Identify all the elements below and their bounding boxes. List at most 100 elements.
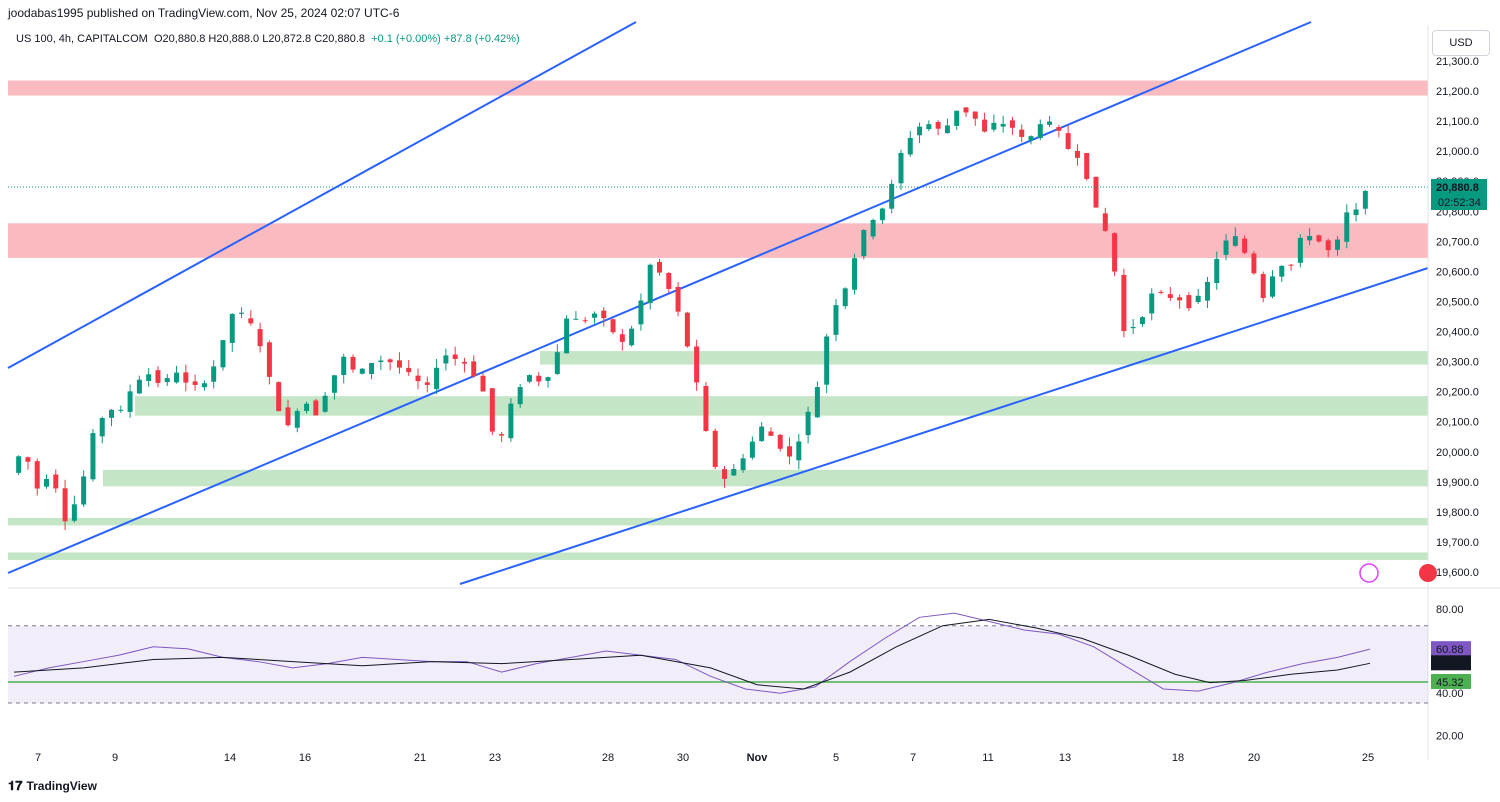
candle-body [982,119,988,132]
candle-body [1334,239,1340,250]
candle-body [610,319,616,333]
symbol-info: US 100, 4h, CAPITALCOM O20,880.8 H20,888… [16,33,520,45]
candle-body [907,138,913,155]
time-tick-label: 9 [112,752,118,764]
candle-body [452,354,458,360]
candle-body [1186,295,1192,309]
markers [1359,563,1437,583]
candle-body [814,387,820,418]
candle-body [443,355,449,364]
candle-body [954,110,960,126]
candle-body [861,230,867,257]
trendline [459,267,1429,585]
candle-body [387,359,393,363]
candle-body [731,468,737,476]
candle-body [1344,212,1350,242]
candle-body [1121,274,1127,332]
price-tick-label: 20,500.0 [1436,296,1479,308]
time-tick-label: 20 [1248,752,1260,764]
rsi-tick-label: 80.00 [1436,604,1464,616]
candle-body [591,313,597,318]
candle-body [53,474,59,489]
candle-body [62,488,68,522]
countdown-label: 02:52:34 [1438,197,1481,209]
candle-body [266,342,272,377]
price-tick-label: 19,800.0 [1436,507,1479,519]
candle-body [517,387,523,405]
candle-body [787,446,793,457]
time-axis: 7 9 14 16 21 23 28 30 Nov 5 7 11 13 18 20 25 [35,752,1374,764]
candle-body [1242,238,1248,253]
candle-body [1074,150,1080,158]
currency-button[interactable]: USD [1432,30,1490,56]
price-tick-label: 21,000.0 [1436,146,1479,158]
countdown-tag [1431,195,1487,211]
candle-body [248,318,254,324]
candle-body [759,426,765,442]
candle-body [359,368,365,374]
candle-body [889,183,895,209]
support-zone [8,517,1428,526]
candle-body [879,208,885,221]
candle-body [81,476,87,505]
trendline [7,21,637,369]
resistance-zone [8,80,1428,96]
candle-body [1167,294,1173,298]
price-tick-label: 20,600.0 [1436,266,1479,278]
candle-body [211,366,217,382]
trendline [7,21,1312,574]
rsi-band [8,625,1428,704]
candle-body [833,305,839,335]
candle-body [694,346,700,383]
time-tick-label: 7 [35,752,41,764]
price-tick-label: 21,100.0 [1436,116,1479,128]
time-tick-label: 5 [833,752,839,764]
time-tick-label: 23 [489,752,501,764]
candle-body [1316,235,1322,242]
publisher-line: joodabas1995 published on TradingView.co… [8,6,400,20]
candle-body [1065,133,1071,149]
candle-body [201,383,207,388]
symbol-name: US 100, 4h, CAPITALCOM [16,33,148,45]
candle-body [1307,235,1313,241]
candle-body [740,458,746,471]
zones [8,80,1428,560]
candle-body [229,313,235,343]
price-axis: 21,300.021,200.021,100.021,000.020,900.0… [1427,25,1487,760]
last-price-tag [1431,179,1487,196]
price-tick-label: 21,200.0 [1436,86,1479,98]
candle-body [768,431,774,436]
price-tick-label: 21,300.0 [1436,56,1479,68]
trendlines [7,21,1429,585]
rsi-value-tag [1431,673,1471,689]
candle-body [1195,295,1201,303]
candle-body [1353,209,1359,216]
candle-body [536,375,542,382]
candle-body [508,403,514,439]
price-change: +0.1 (+0.00%) +87.8 (+0.42%) [371,33,520,45]
candle-body [396,360,402,368]
candle-body [629,328,635,346]
candle-body [1158,291,1164,293]
rsi-value-label: 45.32 [1436,677,1464,689]
candle-body [1037,124,1043,139]
rsi-line [13,612,1371,694]
candle-body [703,386,709,431]
candle-body [1297,237,1303,263]
candle-body [554,352,560,374]
price-tick-label: 20,200.0 [1436,387,1479,399]
tradingview-logo[interactable]: 𝟏𝟕 TradingView [8,778,97,794]
candle-body [1028,136,1034,141]
time-tick-label: Nov [747,752,769,764]
rsi-value-tag [1431,641,1471,657]
candle-body [1130,326,1136,329]
candle-body [1102,213,1108,231]
candle-body [1232,236,1238,246]
time-tick-label: 18 [1172,752,1184,764]
flag-icon [1419,564,1437,582]
candle-body [461,361,467,364]
candle-body [1056,127,1062,131]
candle-body [1009,120,1015,128]
candle-body [1279,265,1285,277]
